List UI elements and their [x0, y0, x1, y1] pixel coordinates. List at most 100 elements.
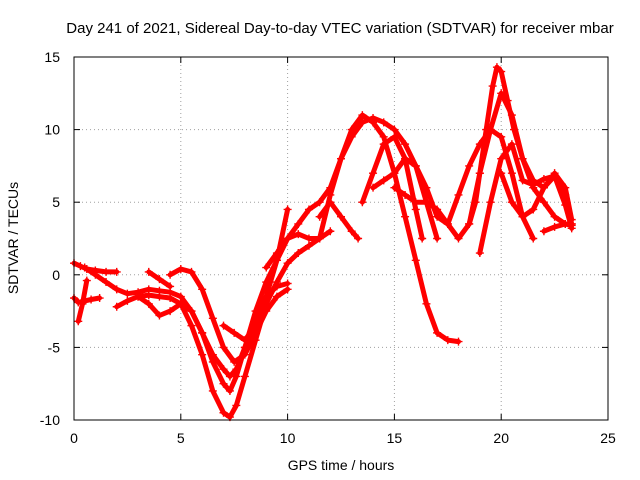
data-point	[91, 270, 100, 279]
data-point	[401, 140, 410, 149]
data-point	[422, 299, 431, 308]
data-point	[240, 336, 249, 345]
data-point	[379, 176, 388, 185]
data-point	[567, 221, 576, 230]
data-point	[369, 169, 378, 178]
data-point	[74, 317, 83, 326]
data-point	[219, 408, 228, 417]
data-point	[488, 82, 497, 91]
x-tick-label: 25	[600, 430, 616, 446]
data-point	[176, 299, 185, 308]
data-point	[492, 63, 501, 72]
data-point	[465, 161, 474, 170]
data-point	[198, 350, 207, 359]
data-point	[497, 132, 506, 141]
data-point	[369, 183, 378, 192]
data-point	[187, 307, 196, 316]
data-point	[411, 198, 420, 207]
data-point	[539, 227, 548, 236]
data-point	[155, 292, 164, 301]
series-trace-17	[497, 169, 576, 224]
data-point	[262, 292, 271, 301]
series-line	[541, 221, 575, 234]
data-point	[550, 212, 559, 221]
data-point	[518, 212, 527, 221]
axis-ticks: 0 5 10 15 20 25 -10 -5 0 5 10 15	[40, 49, 616, 446]
data-point	[232, 372, 241, 381]
data-point	[225, 386, 234, 395]
data-point	[337, 154, 345, 163]
data-point	[475, 249, 484, 258]
data-point	[390, 125, 399, 134]
data-point	[166, 294, 175, 303]
data-point	[411, 256, 420, 265]
data-point	[379, 140, 388, 149]
data-point	[155, 275, 164, 284]
data-point	[475, 169, 484, 178]
data-point	[198, 285, 207, 294]
series-line	[477, 141, 575, 256]
series-line	[114, 228, 333, 420]
y-axis-label: SDTVAR / TECUs	[5, 182, 21, 294]
data-point	[251, 321, 260, 330]
data-point	[176, 264, 185, 273]
data-point	[454, 190, 463, 199]
data-point	[144, 291, 153, 300]
data-point	[166, 270, 175, 279]
data-point	[497, 67, 506, 76]
y-tick-label: 0	[52, 267, 60, 283]
data-point	[272, 278, 281, 287]
data-point	[144, 299, 153, 308]
data-point	[347, 132, 356, 141]
series-line	[135, 112, 461, 394]
x-tick-label: 15	[387, 430, 403, 446]
data-point	[497, 89, 506, 98]
data-point	[123, 296, 132, 305]
data-point	[518, 176, 527, 185]
data-point	[418, 234, 427, 243]
data-point	[155, 311, 164, 320]
data-point	[433, 328, 442, 337]
data-point	[219, 343, 228, 352]
data-point	[507, 198, 516, 207]
x-tick-label: 20	[493, 430, 509, 446]
data-point	[465, 219, 474, 228]
y-tick-label: -5	[48, 339, 61, 355]
grid-lines	[74, 57, 608, 420]
data-point	[219, 379, 228, 388]
data-point	[144, 267, 153, 276]
data-point	[315, 212, 324, 221]
series-trace-2	[70, 294, 104, 307]
data-point	[358, 111, 367, 120]
data-point	[304, 234, 313, 243]
data-point	[422, 183, 431, 192]
series-line	[498, 170, 575, 223]
y-tick-label: 10	[44, 122, 60, 138]
data-point	[240, 350, 249, 359]
data-point	[78, 299, 87, 308]
x-tick-label: 0	[70, 430, 78, 446]
data-point	[283, 234, 292, 243]
data-point	[219, 365, 228, 374]
data-point	[102, 267, 111, 276]
data-point	[369, 113, 378, 122]
data-point	[561, 183, 570, 192]
data-point	[401, 212, 410, 221]
series-trace-16	[475, 140, 576, 258]
series-trace-7	[144, 267, 175, 291]
data-point	[176, 292, 185, 301]
data-point	[208, 357, 217, 366]
data-point	[304, 241, 313, 250]
data-point	[82, 276, 91, 285]
data-point	[443, 219, 452, 228]
data-point	[80, 263, 89, 272]
series-trace-9	[219, 205, 292, 345]
data-point	[347, 227, 356, 236]
data-point	[454, 337, 463, 346]
data-point	[507, 140, 516, 149]
y-tick-label: 15	[44, 49, 60, 65]
data-point	[497, 154, 506, 163]
data-point	[326, 227, 335, 236]
data-point	[294, 249, 303, 258]
data-point	[95, 294, 104, 303]
